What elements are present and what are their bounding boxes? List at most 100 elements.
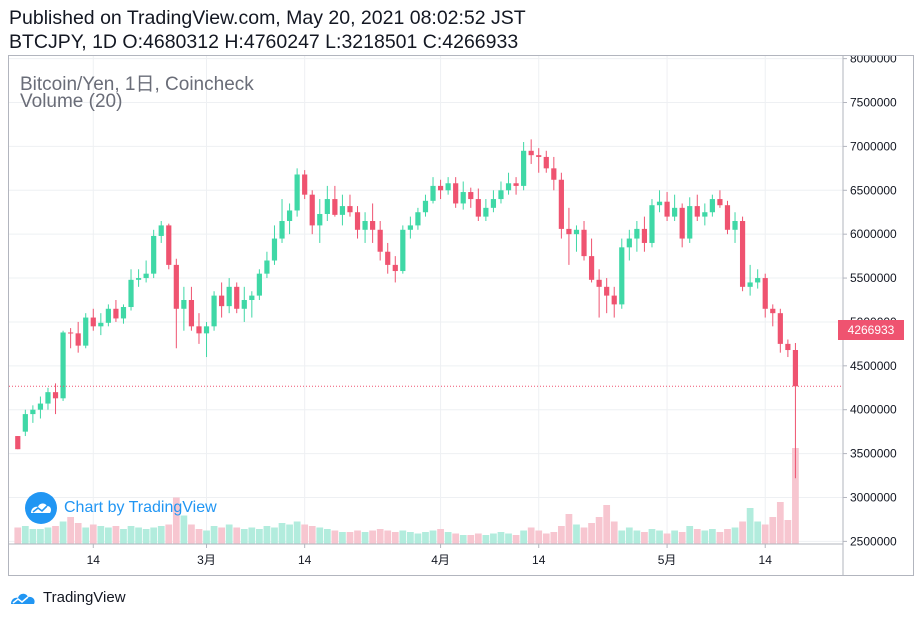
cloud-logo-icon <box>25 492 57 524</box>
candle-body <box>558 179 564 229</box>
candle-body <box>709 199 715 213</box>
volume-bar <box>641 532 648 544</box>
candle-body <box>188 300 195 327</box>
candles <box>9 139 843 479</box>
time-tick-label: 3月 <box>197 553 216 567</box>
volume-bar <box>512 535 520 544</box>
candle-body <box>747 282 753 287</box>
candle-body <box>490 199 497 208</box>
candle-body <box>83 317 89 346</box>
candle-body <box>332 199 338 215</box>
candle-body <box>656 201 663 206</box>
volume-bar <box>278 523 286 544</box>
volume-bar <box>308 526 316 544</box>
volume-legend: Volume (20) <box>20 91 123 112</box>
candle-body <box>37 403 44 410</box>
candle-body <box>611 295 617 305</box>
candle-body <box>173 264 179 309</box>
candle-body <box>422 200 429 213</box>
candle-body <box>339 206 346 215</box>
volume-bar <box>323 529 331 544</box>
volume-bar <box>709 529 716 544</box>
volume-bar <box>112 526 120 544</box>
candle-body <box>581 229 587 257</box>
price-tick-label: 6500000 <box>850 183 897 197</box>
volume-bar <box>203 530 210 544</box>
volume-bar <box>89 524 97 544</box>
chart-canvas[interactable]: 8000000 7500000 7000000 6500000 6000000 55000… <box>9 56 914 576</box>
time-tick-label: 5月 <box>658 553 677 567</box>
candle-body <box>241 300 247 309</box>
price-tick-label: 7000000 <box>850 139 897 153</box>
volume-bar <box>225 524 233 544</box>
volume-bar <box>437 529 444 544</box>
candle-body <box>317 213 323 226</box>
volume-bar <box>135 527 142 544</box>
volume-bar <box>354 530 361 544</box>
volume-bar <box>361 532 369 544</box>
volume-bar <box>67 517 74 544</box>
volume-bar <box>686 526 694 544</box>
volume-bar <box>618 530 626 544</box>
candle-body <box>151 235 157 274</box>
footer-brand[interactable]: TradingView <box>9 588 126 606</box>
volume-bar <box>384 530 392 544</box>
candle-body <box>626 238 632 248</box>
candle-body <box>634 228 640 239</box>
candle-body <box>521 150 527 186</box>
volume-bar <box>37 529 44 544</box>
volume-bar <box>376 529 384 544</box>
time-tick-label: 14 <box>298 553 312 567</box>
volume-bar <box>218 527 225 544</box>
candle-body <box>528 150 534 156</box>
candle-body <box>203 326 210 334</box>
volume-bar <box>399 530 407 544</box>
watermark-text: Chart by TradingView <box>64 499 217 516</box>
candle-body <box>566 228 572 235</box>
volume-bar <box>407 532 414 544</box>
tradingview-logo-icon <box>11 593 35 604</box>
candle-body <box>445 183 451 191</box>
candle-body <box>732 221 738 230</box>
volume-bar <box>444 532 452 544</box>
candle-body <box>158 225 164 236</box>
candle-body <box>324 199 330 214</box>
volume-bar <box>286 524 293 544</box>
volume-bar <box>776 502 784 544</box>
volume-bar <box>44 527 52 544</box>
candle-body <box>377 229 383 252</box>
candle-body <box>60 332 66 399</box>
volume-bar <box>565 514 573 544</box>
volume-bar <box>633 530 641 544</box>
tradingview-watermark[interactable]: Chart by TradingView <box>24 491 217 525</box>
time-tick-label: 4月 <box>431 553 450 567</box>
volume-bar <box>97 526 105 544</box>
volume-bar <box>625 527 633 544</box>
candle-body <box>98 322 104 327</box>
volume-bar <box>671 530 678 544</box>
volume-bar <box>127 526 135 544</box>
volume-bar <box>497 532 505 544</box>
volume-bar <box>29 529 37 544</box>
candle-body <box>498 190 504 200</box>
candle-body <box>724 205 731 230</box>
candle-body <box>739 221 746 287</box>
candle-body <box>181 300 187 309</box>
candle-body <box>679 207 685 239</box>
candle-body <box>219 295 225 307</box>
candle-body <box>415 212 421 226</box>
price-tick-label: 3000000 <box>850 490 897 504</box>
candle-body <box>437 185 444 191</box>
candle-body <box>573 229 580 235</box>
volume-bar <box>527 527 535 544</box>
candle-body <box>113 308 119 319</box>
candle-body <box>407 225 413 230</box>
volume-bar <box>82 527 90 544</box>
chart-frame[interactable]: 8000000 7500000 7000000 6500000 6000000 55000… <box>8 55 914 576</box>
price-tick-label: 8000000 <box>850 56 897 66</box>
candle-body <box>75 333 81 346</box>
candle-body <box>755 278 761 283</box>
volume-bar <box>490 533 497 544</box>
volume-bar <box>172 497 180 544</box>
volume-bar <box>610 521 618 544</box>
